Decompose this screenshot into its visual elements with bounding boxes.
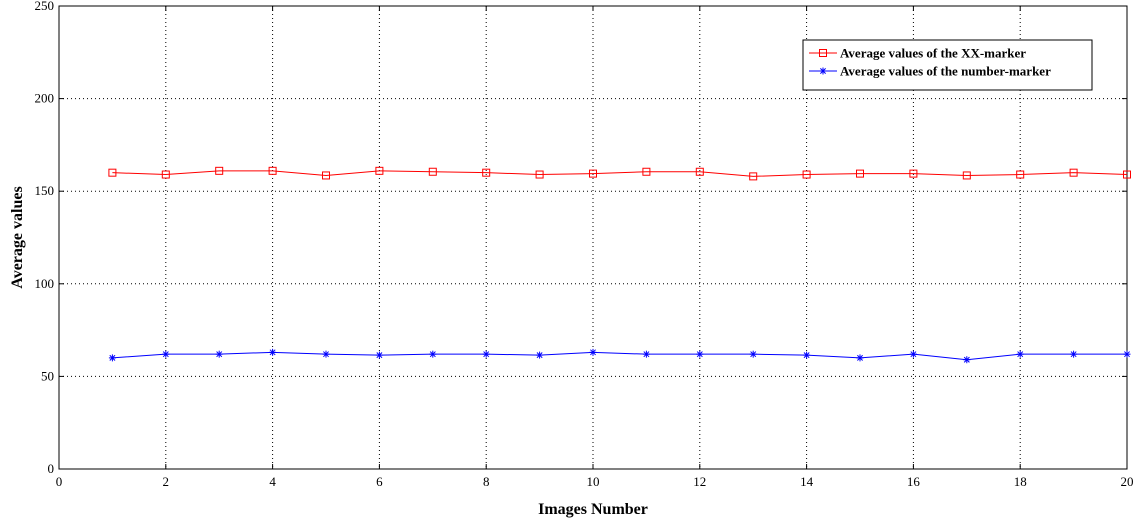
x-tick-label: 12	[693, 474, 706, 489]
x-tick-label: 20	[1121, 474, 1134, 489]
legend-label: Average values of the XX-marker	[840, 46, 1026, 61]
x-tick-label: 14	[800, 474, 814, 489]
series-1-point	[802, 170, 811, 179]
series-2-point	[322, 350, 330, 358]
x-tick-label: 4	[269, 474, 276, 489]
series-1-point	[375, 166, 384, 175]
x-tick-label: 16	[907, 474, 921, 489]
legend: Average values of the XX-marker Average v…	[802, 39, 1093, 91]
series-2-point	[589, 348, 597, 356]
legend-swatch-marker	[819, 67, 827, 75]
series-1-point	[909, 169, 918, 178]
x-tick-label: 6	[376, 474, 383, 489]
x-tick-label: 8	[483, 474, 490, 489]
series-layer	[108, 166, 1131, 364]
series-1-point	[108, 168, 117, 177]
series-2-point	[269, 348, 277, 356]
series-1-point	[215, 166, 224, 175]
x-tick-label: 18	[1014, 474, 1027, 489]
series-2-point	[803, 351, 811, 359]
series-2-point	[108, 354, 116, 362]
series-2	[108, 348, 1131, 364]
series-1-point	[642, 167, 651, 176]
x-tick-label: 10	[587, 474, 600, 489]
series-2-point	[642, 350, 650, 358]
series-1-point	[428, 167, 437, 176]
series-1-point	[962, 171, 971, 180]
legend-box	[802, 39, 1093, 91]
series-2-point	[1016, 350, 1024, 358]
series-2-point	[909, 350, 917, 358]
legend-label: Average values of the number-marker	[840, 64, 1051, 79]
series-2-point	[375, 351, 383, 359]
y-tick-label: 0	[48, 461, 55, 476]
legend-items: Average values of the XX-marker Average v…	[809, 46, 1051, 79]
series-1-point	[1016, 170, 1025, 179]
series-1-line	[112, 170, 1128, 177]
series-2-point	[963, 356, 971, 364]
series-1-point	[856, 169, 864, 178]
series-1	[108, 166, 1131, 181]
series-2-point	[696, 350, 704, 358]
series-2-point	[856, 354, 864, 362]
series-2-point	[482, 350, 490, 358]
y-tick-label: 100	[35, 276, 55, 291]
legend-swatch-marker	[819, 49, 827, 57]
y-tick-label: 200	[35, 91, 55, 106]
series-1-point	[482, 168, 491, 177]
series-2-point	[1123, 350, 1131, 358]
series-2-point	[536, 351, 544, 359]
y-axis-title: Average values	[9, 186, 26, 288]
legend-item-2: Average values of the number-marker	[809, 64, 1051, 79]
series-1-point	[695, 167, 704, 176]
series-1-point	[1069, 168, 1078, 177]
series-2-point	[749, 350, 757, 358]
y-tick-label: 150	[35, 183, 55, 198]
y-tick-label: 50	[41, 368, 54, 383]
series-2-point	[215, 350, 223, 358]
x-axis-title: Images Number	[538, 501, 648, 518]
series-2-point	[1070, 350, 1078, 358]
y-tick-label: 250	[35, 0, 55, 13]
series-1-point	[589, 169, 597, 178]
series-2-point	[429, 350, 437, 358]
series-2-line	[112, 351, 1127, 361]
series-1-point	[322, 171, 330, 180]
series-1-point	[268, 166, 277, 175]
series-1-point	[1123, 170, 1131, 179]
x-tick-label: 0	[56, 474, 63, 489]
series-1-point	[161, 170, 170, 179]
series-1-point	[749, 172, 758, 181]
legend-item-1: Average values of the XX-marker	[809, 46, 1026, 61]
series-2-point	[162, 350, 170, 358]
x-tick-label: 2	[163, 474, 170, 489]
series-1-point	[535, 170, 544, 179]
